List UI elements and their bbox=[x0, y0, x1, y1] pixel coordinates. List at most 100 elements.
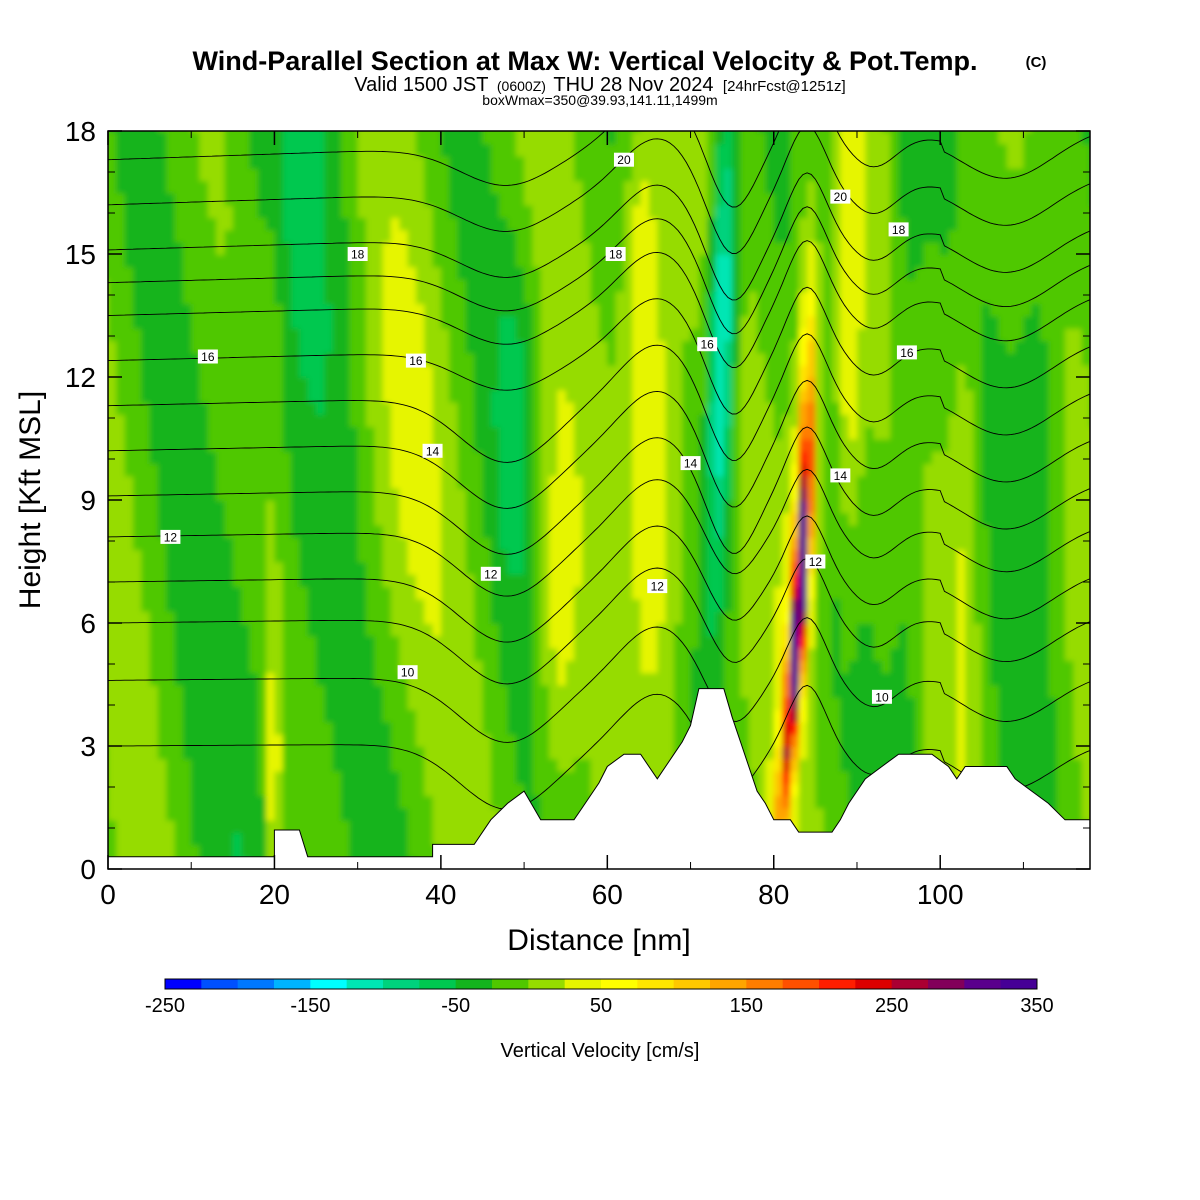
field-cell bbox=[124, 500, 134, 514]
field-cell bbox=[191, 696, 201, 711]
field-cell bbox=[349, 758, 359, 772]
field-cell bbox=[474, 204, 484, 219]
field-cell bbox=[615, 487, 625, 501]
field-cell bbox=[740, 143, 750, 157]
field-cell bbox=[474, 573, 484, 588]
field-cell bbox=[707, 278, 717, 292]
field-cell bbox=[324, 782, 334, 797]
field-cell bbox=[341, 266, 351, 280]
field-cell bbox=[307, 475, 317, 489]
field-cell bbox=[640, 155, 650, 169]
field-cell bbox=[366, 217, 376, 231]
field-cell bbox=[599, 217, 609, 231]
field-cell bbox=[549, 647, 559, 661]
field-cell bbox=[524, 340, 534, 354]
field-cell bbox=[108, 315, 118, 329]
field-cell bbox=[374, 487, 384, 501]
field-cell bbox=[657, 659, 667, 674]
field-cell bbox=[207, 524, 218, 538]
field-cell bbox=[582, 290, 592, 305]
field-cell bbox=[457, 696, 467, 711]
field-cell bbox=[507, 131, 517, 132]
field-cell bbox=[582, 315, 592, 329]
field-cell bbox=[157, 832, 168, 846]
field-cell bbox=[657, 327, 667, 342]
field-cell bbox=[648, 278, 659, 292]
field-cell bbox=[657, 352, 667, 366]
field-cell bbox=[116, 463, 126, 477]
field-cell bbox=[482, 155, 492, 169]
field-cell bbox=[157, 746, 168, 760]
field-cell bbox=[549, 167, 559, 182]
field-cell bbox=[382, 450, 392, 465]
field-cell bbox=[732, 278, 742, 292]
field-cell bbox=[524, 401, 534, 415]
field-cell bbox=[632, 561, 642, 575]
field-cell bbox=[682, 290, 692, 305]
field-cell bbox=[157, 586, 168, 600]
field-cell bbox=[707, 487, 717, 501]
field-cell bbox=[465, 561, 476, 575]
field-cell bbox=[382, 389, 392, 403]
field-cell bbox=[499, 684, 509, 698]
field-cell bbox=[574, 327, 584, 342]
field-cell bbox=[440, 549, 451, 563]
field-cell bbox=[232, 795, 243, 809]
field-cell bbox=[507, 770, 517, 784]
field-cell bbox=[307, 746, 317, 760]
field-cell bbox=[257, 623, 268, 637]
field-cell bbox=[540, 746, 550, 760]
field-cell bbox=[291, 475, 301, 489]
field-cell bbox=[640, 610, 650, 624]
field-cell bbox=[615, 364, 625, 378]
field-cell bbox=[299, 721, 309, 735]
field-cell bbox=[648, 524, 659, 538]
field-cell bbox=[199, 364, 209, 378]
field-cell bbox=[299, 463, 309, 477]
field-cell bbox=[582, 217, 592, 231]
field-cell bbox=[332, 659, 342, 674]
field-cell bbox=[540, 377, 550, 391]
field-cell bbox=[357, 659, 367, 674]
field-cell bbox=[607, 512, 617, 526]
field-cell bbox=[690, 672, 700, 686]
field-cell bbox=[765, 623, 775, 637]
field-cell bbox=[415, 167, 426, 182]
field-cell bbox=[715, 426, 725, 440]
field-cell bbox=[665, 696, 675, 711]
field-cell bbox=[399, 549, 409, 563]
field-cell bbox=[266, 758, 276, 772]
field-cell bbox=[199, 192, 209, 206]
field-cell bbox=[366, 733, 376, 747]
field-cell bbox=[324, 131, 334, 145]
field-cell bbox=[565, 315, 575, 329]
field-cell bbox=[157, 635, 168, 649]
field-cell bbox=[415, 819, 426, 834]
field-cell bbox=[715, 254, 725, 268]
field-cell bbox=[532, 340, 542, 354]
field-cell bbox=[715, 413, 725, 428]
field-cell bbox=[232, 647, 243, 661]
field-cell bbox=[374, 500, 384, 514]
field-cell bbox=[682, 241, 692, 255]
field-cell bbox=[715, 204, 725, 219]
field-cell bbox=[241, 721, 251, 735]
field-cell bbox=[457, 143, 467, 157]
field-cell bbox=[490, 426, 501, 440]
field-cell bbox=[366, 340, 376, 354]
field-cell bbox=[124, 635, 134, 649]
field-cell bbox=[232, 389, 243, 403]
field-cell bbox=[216, 672, 226, 686]
field-cell bbox=[207, 807, 218, 821]
field-cell bbox=[316, 315, 326, 329]
field-cell bbox=[707, 500, 717, 514]
field-cell bbox=[291, 463, 301, 477]
field-cell bbox=[299, 512, 309, 526]
field-cell bbox=[174, 389, 184, 403]
field-cell bbox=[557, 746, 567, 760]
field-cell bbox=[332, 807, 342, 821]
field-cell bbox=[390, 266, 401, 280]
field-cell bbox=[624, 192, 634, 206]
field-cell bbox=[574, 598, 584, 612]
field-cell bbox=[482, 204, 492, 219]
